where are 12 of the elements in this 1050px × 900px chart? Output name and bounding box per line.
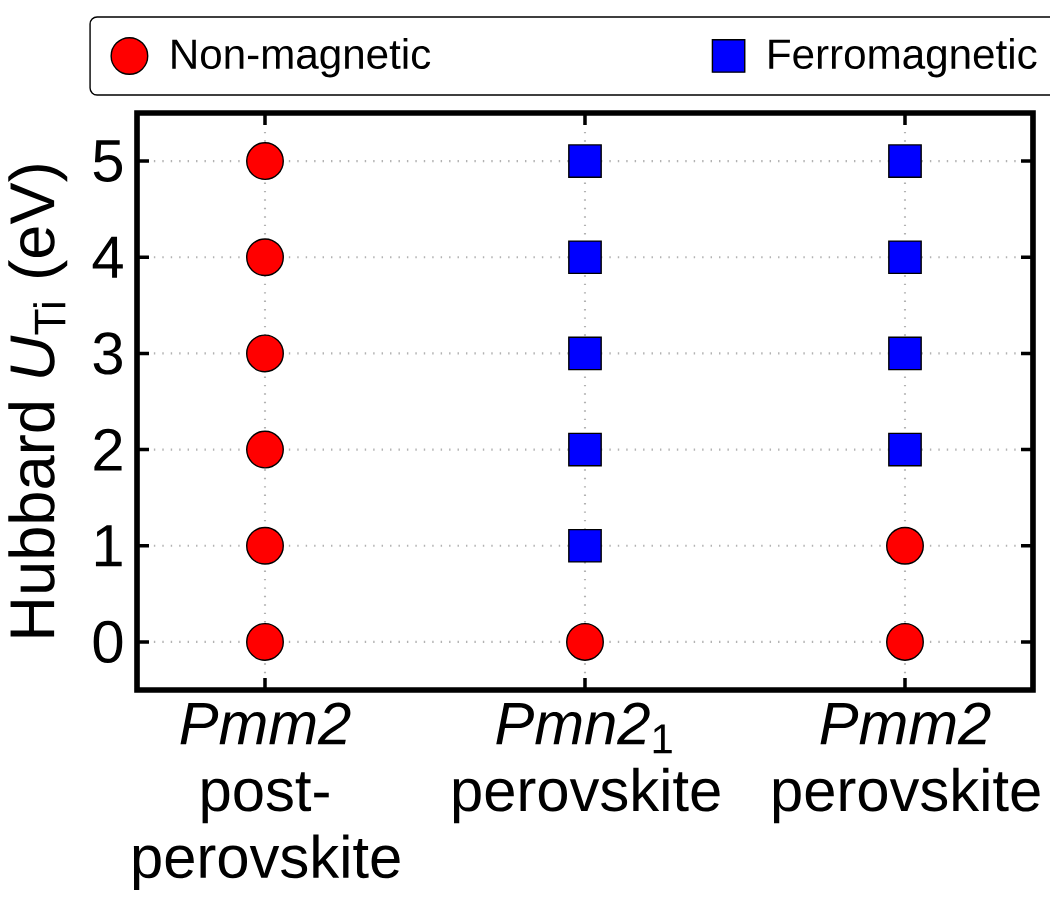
y-tick-label: 4: [92, 236, 123, 278]
x-tick-label: Pmn2$_{1}$ perovskite: [453, 702, 720, 824]
y-tick-label: 1: [95, 525, 122, 567]
y-axis-title: Hubbard U$_{Ti}$ (eV): [8, 165, 68, 637]
x-tick-label: Pmm2 post-perovskite: [133, 702, 400, 891]
legend-label: Non-magnetic: [172, 38, 431, 78]
legend-label: Ferromagnetic: [769, 38, 1037, 78]
y-tick-label: 2: [94, 428, 122, 471]
x-tick-label: Pmm2 perovskite: [773, 702, 1040, 824]
y-tick-label: 3: [93, 332, 122, 375]
y-tick-label: 0: [93, 620, 123, 664]
y-tick-label: 5: [93, 140, 123, 182]
